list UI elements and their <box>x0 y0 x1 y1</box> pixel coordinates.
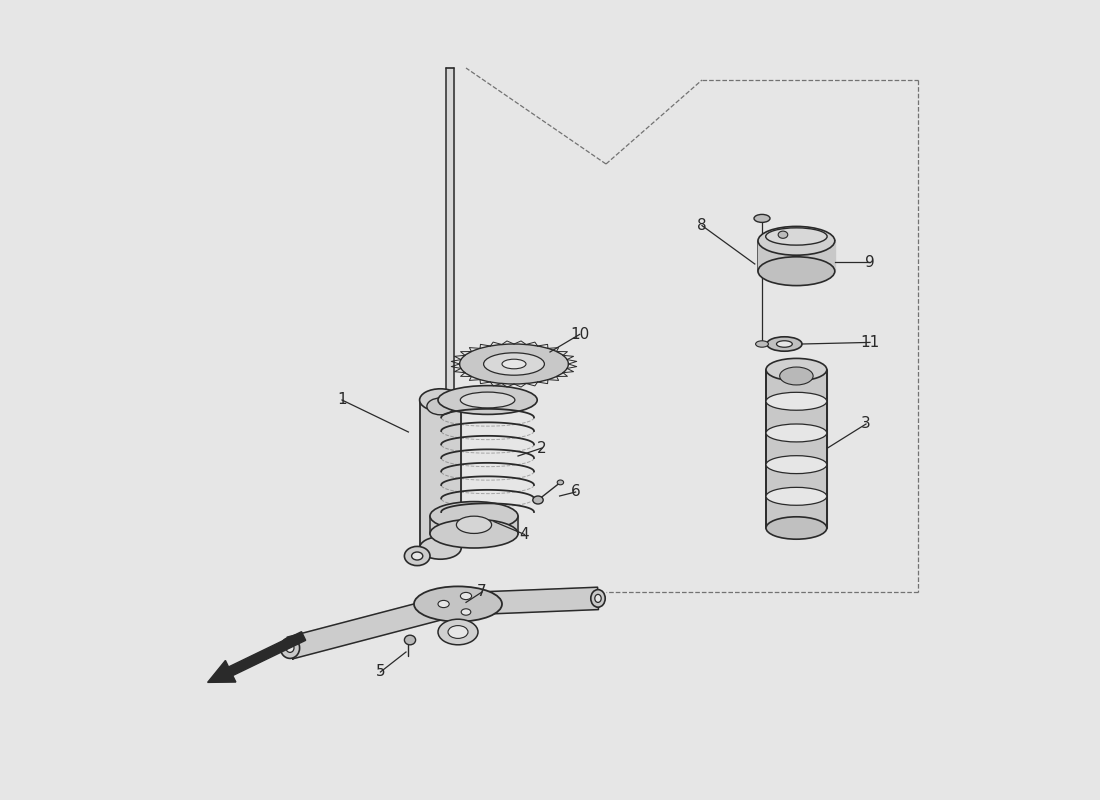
Ellipse shape <box>430 519 518 548</box>
Ellipse shape <box>754 214 770 222</box>
Text: 7: 7 <box>477 585 487 599</box>
Text: 9: 9 <box>865 255 874 270</box>
Ellipse shape <box>766 456 827 474</box>
Ellipse shape <box>758 226 835 255</box>
Text: 1: 1 <box>338 393 346 407</box>
Ellipse shape <box>456 516 492 534</box>
Polygon shape <box>766 370 827 528</box>
Ellipse shape <box>767 337 802 351</box>
Ellipse shape <box>438 600 449 608</box>
Polygon shape <box>430 516 518 534</box>
Ellipse shape <box>766 424 827 442</box>
Ellipse shape <box>532 496 543 504</box>
Polygon shape <box>458 587 598 615</box>
Ellipse shape <box>438 386 537 414</box>
Polygon shape <box>758 241 835 271</box>
Ellipse shape <box>460 392 515 408</box>
Text: 2: 2 <box>537 441 547 455</box>
Text: 11: 11 <box>860 335 880 350</box>
Ellipse shape <box>430 502 518 530</box>
Ellipse shape <box>758 257 835 286</box>
Ellipse shape <box>756 341 769 347</box>
Ellipse shape <box>448 626 468 638</box>
Text: 10: 10 <box>570 327 590 342</box>
Ellipse shape <box>502 359 526 369</box>
Ellipse shape <box>461 592 472 600</box>
Ellipse shape <box>280 638 299 658</box>
Ellipse shape <box>405 546 430 566</box>
Text: 3: 3 <box>861 417 871 431</box>
Polygon shape <box>208 632 306 682</box>
Ellipse shape <box>405 635 416 645</box>
Text: 5: 5 <box>375 665 385 679</box>
Ellipse shape <box>427 398 454 414</box>
Ellipse shape <box>461 609 471 615</box>
Ellipse shape <box>558 480 563 485</box>
Ellipse shape <box>419 389 461 411</box>
Ellipse shape <box>414 586 502 622</box>
Text: 6: 6 <box>571 485 581 499</box>
Ellipse shape <box>766 392 827 410</box>
Ellipse shape <box>419 537 461 559</box>
Ellipse shape <box>286 643 294 653</box>
Ellipse shape <box>766 517 827 539</box>
Ellipse shape <box>595 594 602 602</box>
Ellipse shape <box>766 358 827 381</box>
Ellipse shape <box>766 487 827 506</box>
Polygon shape <box>446 68 454 400</box>
Ellipse shape <box>591 590 605 607</box>
Text: 4: 4 <box>519 527 529 542</box>
Polygon shape <box>419 400 461 548</box>
Text: 8: 8 <box>697 218 707 233</box>
Ellipse shape <box>778 231 788 238</box>
Ellipse shape <box>411 552 422 560</box>
Ellipse shape <box>777 341 792 347</box>
Ellipse shape <box>766 228 827 245</box>
Polygon shape <box>287 593 461 659</box>
Ellipse shape <box>438 619 478 645</box>
Ellipse shape <box>780 367 813 385</box>
Ellipse shape <box>460 344 569 384</box>
Ellipse shape <box>484 353 544 375</box>
